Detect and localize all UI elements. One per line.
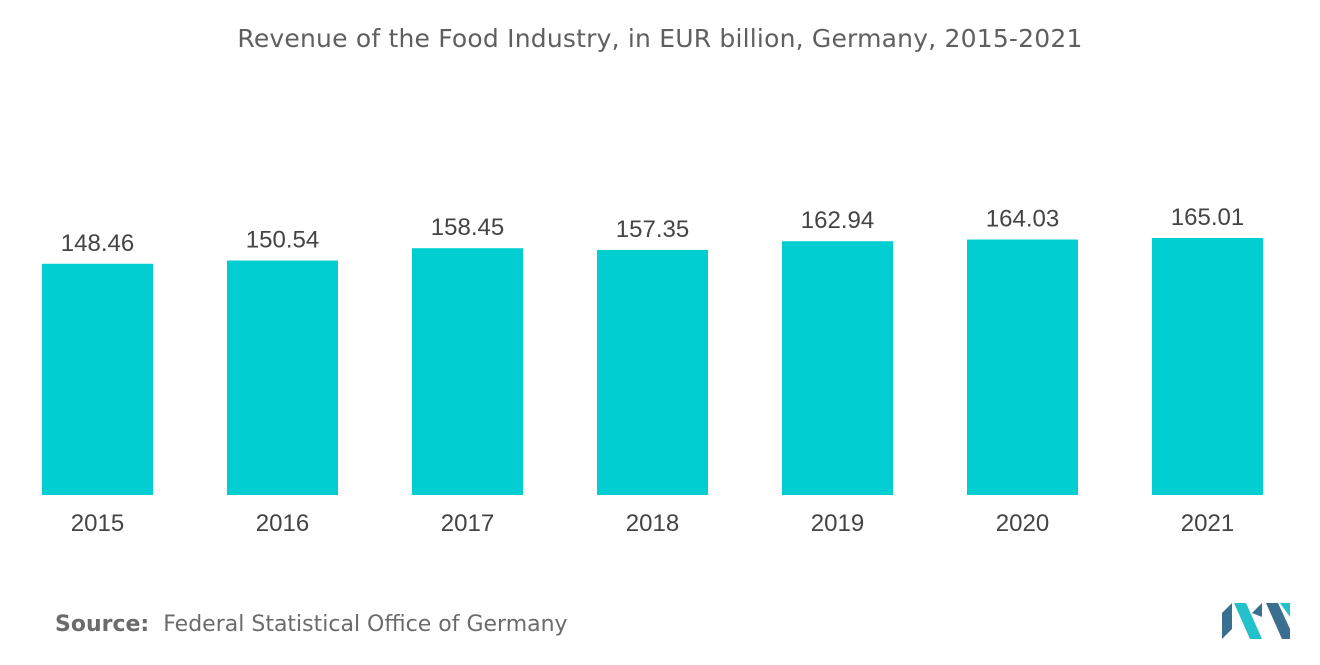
value-label-2015: 148.46 bbox=[61, 230, 134, 257]
x-tick-label-2015: 2015 bbox=[71, 510, 124, 537]
bars-layer bbox=[42, 238, 1263, 495]
bar-2020 bbox=[967, 239, 1078, 495]
bar-2019 bbox=[782, 241, 893, 495]
source-text: Federal Statistical Office of Germany bbox=[163, 612, 568, 637]
chart-title: Revenue of the Food Industry, in EUR bil… bbox=[237, 24, 1083, 53]
source-note: Source: Federal Statistical Office of Ger… bbox=[55, 612, 568, 637]
value-label-2021: 165.01 bbox=[1171, 204, 1244, 231]
x-tick-label-2018: 2018 bbox=[626, 510, 679, 537]
x-tick-label-2019: 2019 bbox=[811, 510, 864, 537]
value-label-2019: 162.94 bbox=[801, 207, 874, 234]
x-tick-label-2017: 2017 bbox=[441, 510, 494, 537]
bar-chart: 148.46 150.54 158.45 157.35 162.94 164.03 165.… bbox=[42, 204, 1263, 537]
bar-2021 bbox=[1152, 238, 1263, 495]
x-tick-label-2021: 2021 bbox=[1181, 510, 1234, 537]
value-labels-layer: 148.46 150.54 158.45 157.35 162.94 164.03 165.… bbox=[61, 204, 1244, 257]
value-label-2020: 164.03 bbox=[986, 206, 1059, 233]
bar-2017 bbox=[412, 248, 523, 495]
bar-2015 bbox=[42, 263, 153, 495]
value-label-2016: 150.54 bbox=[246, 227, 319, 254]
x-tick-labels-layer: 2015 2016 2017 2018 2019 2020 2021 bbox=[71, 510, 1234, 537]
bar-2018 bbox=[597, 249, 708, 495]
x-tick-label-2016: 2016 bbox=[256, 510, 309, 537]
x-tick-label-2020: 2020 bbox=[996, 510, 1049, 537]
value-label-2017: 158.45 bbox=[431, 214, 504, 241]
bar-2016 bbox=[227, 260, 338, 495]
mordor-intelligence-logo-icon bbox=[1222, 603, 1290, 639]
value-label-2018: 157.35 bbox=[616, 216, 689, 243]
source-label: Source: bbox=[55, 612, 150, 637]
